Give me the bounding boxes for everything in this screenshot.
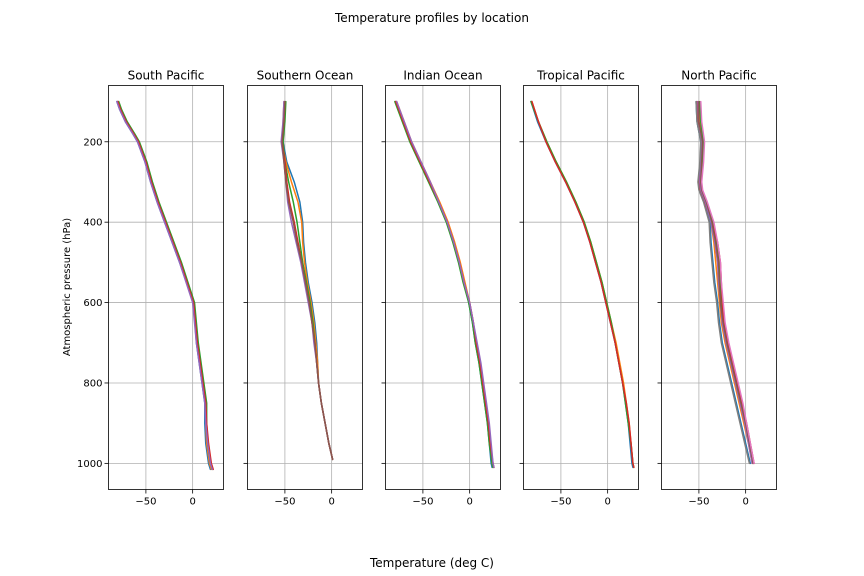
profile-line	[116, 100, 214, 471]
y-axis-label: Atmospheric pressure (hPa)	[62, 218, 73, 356]
y-tick-label: 800	[83, 378, 102, 389]
y-tick-label: 1000	[77, 459, 102, 470]
axes-frame	[523, 85, 639, 490]
y-tick-label: 200	[83, 137, 102, 148]
panel-title: Southern Ocean	[257, 69, 354, 83]
x-tick-label: −50	[550, 497, 571, 508]
profile-line	[395, 100, 493, 469]
profile-line	[117, 100, 214, 471]
panel-tropical-pacific: −50 0 Tropical Pacific	[519, 69, 639, 508]
profile-line	[117, 100, 213, 471]
x-tick-label: 0	[742, 497, 748, 508]
panel-north-pacific: −50 0 North Pacific	[657, 69, 777, 508]
profile-line	[530, 100, 634, 469]
x-tick-label: 0	[466, 497, 472, 508]
axes-frame	[661, 85, 777, 490]
y-tick-label: 600	[83, 298, 102, 309]
x-tick-label: −50	[412, 497, 433, 508]
profile-line	[530, 100, 635, 469]
panel-southern-ocean: −50 0 Southern Ocean	[243, 69, 363, 508]
panel-title: Indian Ocean	[403, 69, 482, 83]
y-tick-label: 400	[83, 218, 102, 229]
x-tick-label: −50	[135, 497, 156, 508]
x-tick-label: −50	[688, 497, 709, 508]
profile-line	[395, 100, 495, 469]
profile-line	[394, 100, 494, 469]
chart-panels: −50 0 200 400 600 800 1000 South Pacific −50 0 Sou…	[77, 69, 777, 508]
profile-line	[531, 100, 635, 469]
profile-line	[395, 100, 494, 469]
x-tick-label: −50	[274, 497, 295, 508]
panel-title: North Pacific	[681, 69, 757, 83]
profile-line	[118, 100, 214, 471]
panel-title: South Pacific	[128, 69, 205, 83]
profile-line	[699, 100, 754, 465]
profile-line	[700, 100, 755, 465]
x-tick-label: 0	[328, 497, 334, 508]
x-tick-label: 0	[604, 497, 610, 508]
profile-line	[116, 100, 212, 471]
profile-line	[281, 100, 334, 461]
panel-south-pacific: −50 0 200 400 600 800 1000 South Pacific	[77, 69, 224, 508]
profile-line	[395, 100, 495, 469]
figure-title: Temperature profiles by location	[334, 11, 529, 25]
x-axis-label: Temperature (deg C)	[369, 556, 494, 570]
axes-frame	[247, 85, 363, 490]
profile-line	[697, 100, 753, 465]
x-tick-label: 0	[189, 497, 195, 508]
profile-line	[695, 100, 751, 465]
axes-frame	[385, 85, 501, 490]
profile-line	[698, 100, 754, 465]
profile-line	[531, 100, 635, 469]
profile-line	[281, 100, 334, 461]
panel-title: Tropical Pacific	[536, 69, 625, 83]
panel-indian-ocean: −50 0 Indian Ocean	[381, 69, 501, 508]
axes-frame	[108, 85, 224, 490]
